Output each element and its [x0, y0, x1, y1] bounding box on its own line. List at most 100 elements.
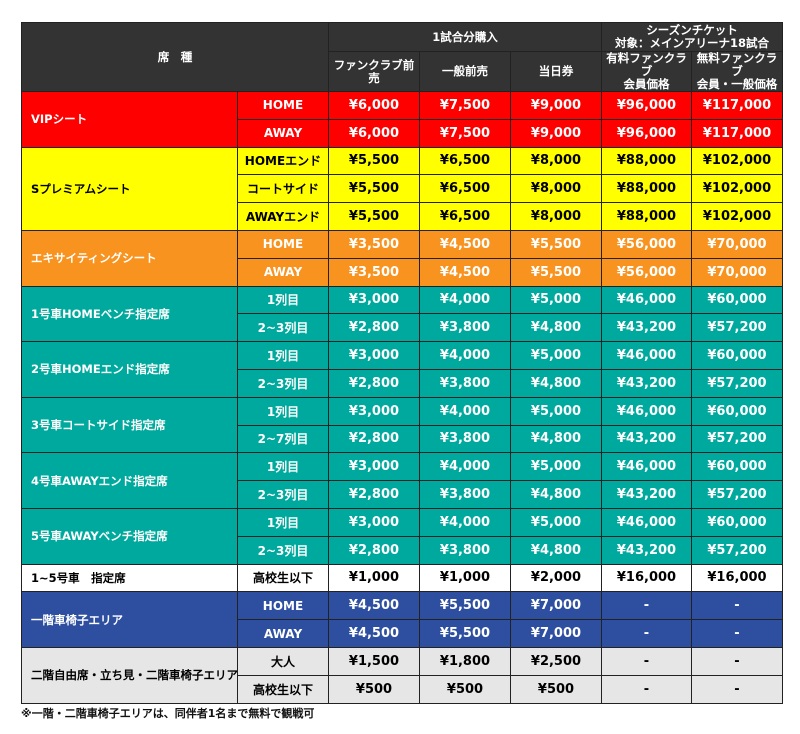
price-cell: ¥6,500: [419, 174, 511, 204]
price-cell: ¥2,800: [328, 535, 420, 565]
season-ticket-title: シーズンチケット: [646, 23, 738, 37]
price-cell: ¥2,800: [328, 368, 420, 398]
price-cell: ¥102,000: [690, 202, 784, 231]
seat-subcategory: 高校生以下: [237, 674, 329, 704]
price-cell: ¥43,200: [601, 535, 692, 565]
price-cell: ¥4,000: [419, 285, 511, 315]
seat-subcategory: 1列目: [237, 341, 329, 370]
price-cell: ¥4,800: [510, 424, 602, 454]
price-cell: ¥46,000: [601, 341, 692, 370]
table-row: 5号車AWAYベンチ指定席 1列目 ¥3,000 ¥4,000 ¥5,000 ¥46,00…: [21, 507, 784, 565]
column-header: 当日券: [510, 51, 602, 92]
column-header: 有料ファンクラブ 会員価格: [601, 51, 692, 92]
price-cell: ¥4,500: [419, 257, 511, 287]
price-cell: ¥3,800: [419, 535, 511, 565]
price-cell: ¥8,000: [510, 202, 602, 231]
price-cell: ¥56,000: [601, 229, 692, 259]
table-row: 二階自由席・立ち見・二階車椅子エリア 大人 ¥1,500 ¥1,800 ¥2,500- -: [21, 646, 784, 704]
footnote: ※一階・二階車椅子エリアは、同伴者1名まで無料で観戦可: [21, 707, 315, 720]
price-cell: ¥4,500: [328, 619, 420, 648]
price-cell: ¥4,000: [419, 452, 511, 482]
price-cell: ¥3,000: [328, 341, 420, 370]
price-cell: ¥43,200: [601, 480, 692, 509]
price-cell: ¥1,000: [419, 563, 511, 593]
column-header: 無料ファンクラブ 会員・一般価格: [690, 51, 784, 92]
price-cell: ¥60,000: [690, 285, 784, 315]
price-cell: ¥88,000: [601, 202, 692, 231]
price-cell: ¥96,000: [601, 118, 692, 148]
price-cell: ¥4,500: [419, 229, 511, 259]
price-cell: ¥43,200: [601, 368, 692, 398]
price-cell: ¥117,000: [690, 118, 784, 148]
price-cell: -: [690, 591, 784, 621]
table-row: 2号車HOMEエンド指定席 1列目 ¥3,000 ¥4,000 ¥5,000 ¥46,00…: [21, 341, 784, 398]
price-cell: ¥3,000: [328, 396, 420, 426]
price-cell: ¥102,000: [690, 174, 784, 204]
price-cell: -: [601, 591, 692, 621]
price-cell: ¥60,000: [690, 452, 784, 482]
price-cell: ¥70,000: [690, 257, 784, 287]
price-cell: ¥102,000: [690, 146, 784, 176]
price-cell: ¥3,000: [328, 285, 420, 315]
price-cell: ¥6,000: [328, 91, 420, 120]
seat-category: 2号車HOMEエンド指定席: [21, 341, 238, 398]
price-cell: ¥57,200: [690, 480, 784, 509]
season-ticket-target: 対象：メインアリーナ18試合: [615, 36, 770, 50]
price-cell: ¥4,800: [510, 313, 602, 343]
seat-category: VIPシート: [21, 91, 238, 148]
price-cell: ¥88,000: [601, 174, 692, 204]
price-cell: ¥1,500: [328, 646, 420, 676]
price-cell: ¥3,800: [419, 424, 511, 454]
price-cell: ¥4,500: [328, 591, 420, 621]
price-cell: ¥6,500: [419, 202, 511, 231]
price-cell: ¥500: [419, 674, 511, 704]
price-cell: ¥46,000: [601, 285, 692, 315]
price-cell: ¥117,000: [690, 91, 784, 120]
seat-category: 5号車AWAYベンチ指定席: [21, 507, 238, 565]
price-cell: ¥2,500: [510, 646, 602, 676]
table-row: エキサイティングシート HOME ¥3,500 ¥4,500 ¥5,500 ¥56,000…: [21, 229, 784, 287]
price-cell: ¥3,800: [419, 480, 511, 509]
price-cell: ¥5,500: [510, 257, 602, 287]
price-cell: -: [601, 674, 692, 704]
price-cell: ¥43,200: [601, 424, 692, 454]
seat-subcategory: 1列目: [237, 285, 329, 315]
price-cell: ¥5,000: [510, 452, 602, 482]
price-cell: -: [601, 646, 692, 676]
price-cell: ¥56,000: [601, 257, 692, 287]
seat-subcategory: 2~7列目: [237, 424, 329, 454]
price-cell: ¥3,500: [328, 257, 420, 287]
price-cell: ¥60,000: [690, 396, 784, 426]
price-cell: ¥4,000: [419, 396, 511, 426]
price-cell: ¥3,000: [328, 507, 420, 537]
price-cell: ¥4,000: [419, 507, 511, 537]
price-cell: ¥2,800: [328, 480, 420, 509]
price-cell: ¥5,000: [510, 341, 602, 370]
price-cell: -: [601, 619, 692, 648]
seat-subcategory: AWAY: [237, 257, 329, 287]
column-header: 一般前売: [419, 51, 511, 92]
price-table: 席 種 1試合分購入 シーズンチケット 対象：メインアリーナ18試合 ファンクラ…: [21, 22, 784, 704]
table-row: 4号車AWAYエンド指定席 1列目 ¥3,000 ¥4,000 ¥5,000 ¥46,00…: [21, 452, 784, 509]
price-cell: ¥5,500: [510, 229, 602, 259]
price-cell: ¥5,500: [419, 619, 511, 648]
price-cell: ¥96,000: [601, 91, 692, 120]
price-cell: ¥4,000: [419, 341, 511, 370]
seat-subcategory: HOME: [237, 591, 329, 621]
seat-subcategory: 2~3列目: [237, 368, 329, 398]
price-cell: ¥7,000: [510, 591, 602, 621]
price-cell: ¥70,000: [690, 229, 784, 259]
price-cell: ¥16,000: [601, 563, 692, 593]
price-cell: ¥5,500: [328, 202, 420, 231]
price-cell: ¥4,800: [510, 368, 602, 398]
price-cell: ¥2,800: [328, 313, 420, 343]
price-cell: ¥88,000: [601, 146, 692, 176]
price-cell: ¥46,000: [601, 396, 692, 426]
seat-subcategory: 1列目: [237, 507, 329, 537]
table-row: 1~5号車 指定席 高校生以下 ¥1,000 ¥1,000 ¥2,000 ¥16,000 ¥…: [21, 563, 784, 593]
price-cell: -: [690, 674, 784, 704]
price-cell: ¥5,000: [510, 396, 602, 426]
price-cell: ¥5,500: [419, 591, 511, 621]
price-cell: ¥4,800: [510, 535, 602, 565]
seat-subcategory: 高校生以下: [237, 563, 329, 593]
